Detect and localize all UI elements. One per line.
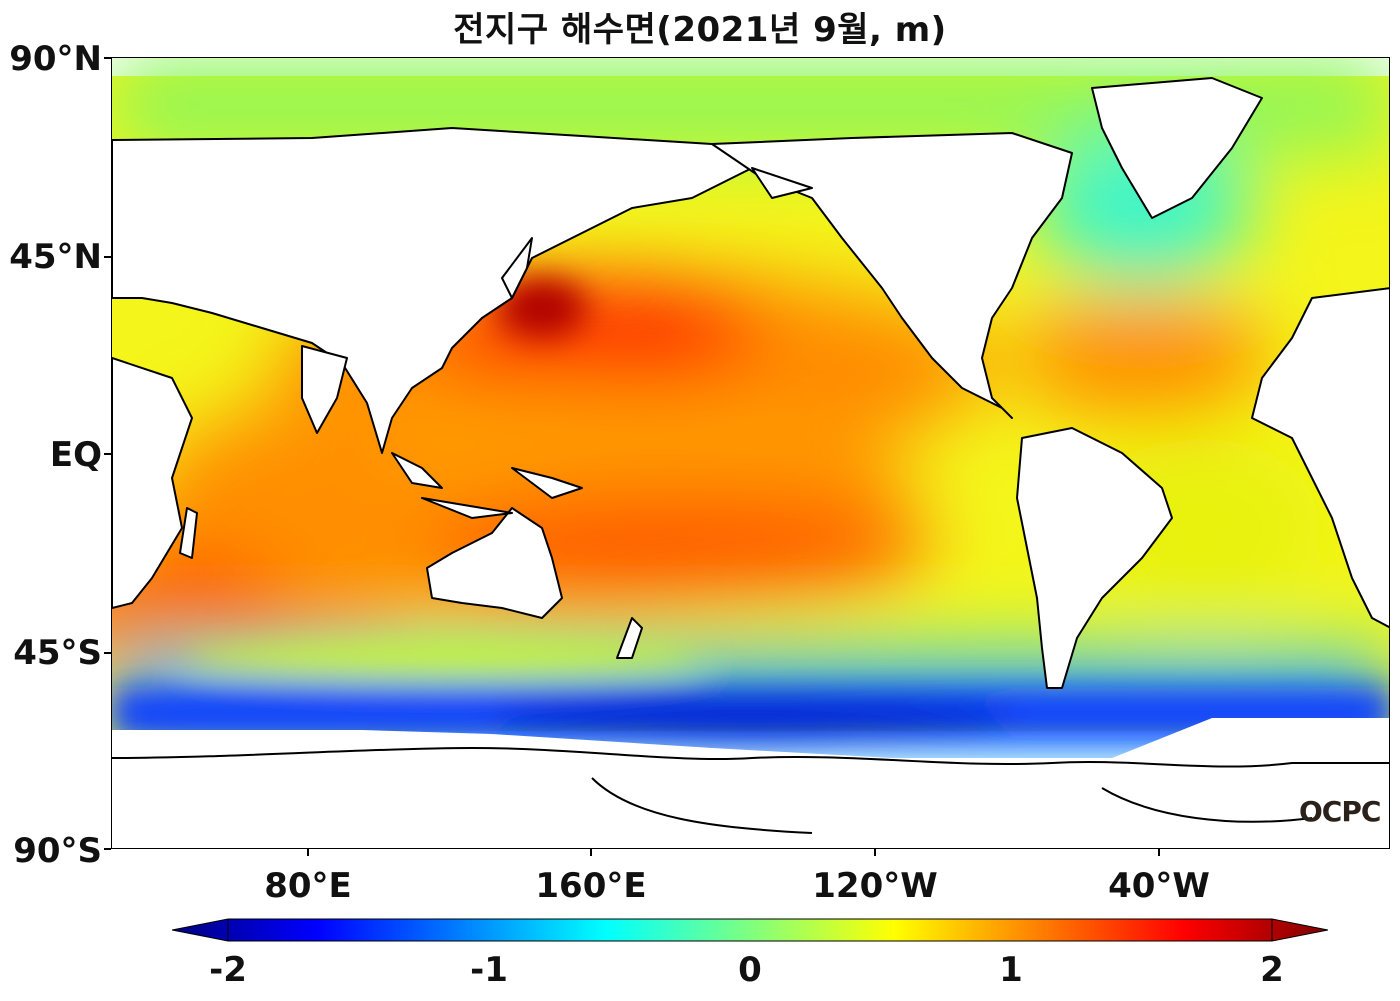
lon-tick xyxy=(874,849,876,856)
lon-label-120w: 120°W xyxy=(812,866,938,906)
lat-label-90n: 90°N xyxy=(9,39,102,79)
colorbar-tick-label: 0 xyxy=(738,950,762,990)
sea-level-map: OCPC xyxy=(111,57,1390,849)
antarctica-landmask xyxy=(112,718,1389,848)
lon-label-160e: 160°E xyxy=(535,866,647,906)
lon-tick xyxy=(1158,849,1160,856)
lon-label-80e: 80°E xyxy=(264,866,352,906)
lat-label-45s: 45°S xyxy=(13,633,102,673)
colorbar-tick-label: -1 xyxy=(470,950,508,990)
lat-label-90s: 90°S xyxy=(13,831,102,871)
ocpc-logo: OCPC xyxy=(1299,795,1381,828)
lat-label-45n: 45°N xyxy=(9,237,102,277)
map-title: 전지구 해수면(2021년 9월, m) xyxy=(453,10,947,50)
lon-tick xyxy=(307,849,309,856)
colorbar-tick-label: -2 xyxy=(209,950,247,990)
colorbar-tick-label: 1 xyxy=(999,950,1023,990)
colorbar-tick-label: 2 xyxy=(1260,950,1284,990)
continents xyxy=(112,77,1389,689)
lat-label-eq: EQ xyxy=(49,435,102,475)
lon-label-40w: 40°W xyxy=(1108,866,1210,906)
lat-tick xyxy=(104,57,111,59)
colorbar xyxy=(172,918,1328,942)
lat-tick xyxy=(104,256,111,258)
lat-tick xyxy=(104,453,111,455)
sea-level-field xyxy=(112,58,1389,848)
lon-tick xyxy=(590,849,592,856)
lat-tick xyxy=(104,848,111,850)
lat-tick xyxy=(104,652,111,654)
